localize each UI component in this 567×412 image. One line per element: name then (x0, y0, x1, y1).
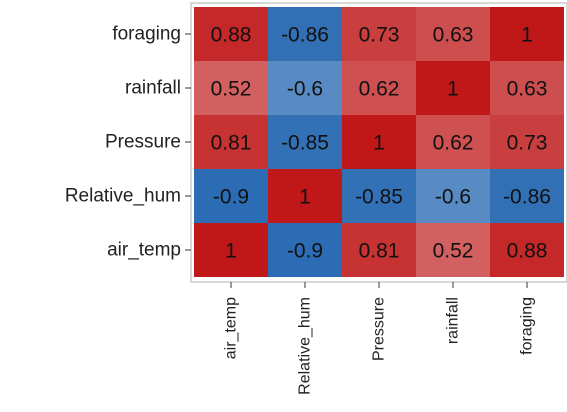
heatmap-cell (268, 61, 342, 115)
heatmap-cell (268, 169, 342, 223)
cell-value-label: 0.81 (211, 132, 252, 155)
heatmap-cell (342, 115, 416, 169)
cell-value-label: -0.6 (287, 78, 323, 101)
heatmap-cell (490, 223, 564, 277)
y-axis-tick-label: Relative_hum (65, 186, 181, 207)
heatmap-cell (268, 223, 342, 277)
heatmap-cell (416, 7, 490, 61)
heatmap-cell (490, 7, 564, 61)
x-axis-tick-label: rainfall (445, 297, 462, 344)
heatmap-cell (194, 61, 268, 115)
axis-layer: foraging rainfall Pressure Relative_hum air_… (65, 24, 536, 395)
heatmap-cell (342, 61, 416, 115)
heatmap-cell (194, 115, 268, 169)
cell-value-label: 0.88 (507, 240, 548, 263)
cell-value-label: 0.62 (433, 132, 474, 155)
cell-value-label: 0.62 (359, 78, 400, 101)
heatmap-cell (342, 223, 416, 277)
cell-value-label: 0.52 (433, 240, 474, 263)
cell-value-label: 1 (447, 78, 459, 101)
x-axis-tick-label: foraging (519, 297, 536, 355)
x-axis-tick-label: Relative_hum (297, 297, 314, 395)
cell-value-label: 1 (299, 186, 311, 209)
x-axis-tick-label: air_temp (223, 297, 240, 359)
heatmap-cell (490, 169, 564, 223)
cell-value-label: 1 (225, 240, 237, 263)
cells-layer: 0.88 -0.86 0.73 0.63 1 0.52 -0.6 0.62 1 0.63 0.81 -… (194, 7, 564, 277)
heatmap-cell (268, 7, 342, 61)
cell-value-label: -0.85 (355, 186, 403, 209)
heatmap-cell (416, 115, 490, 169)
y-axis-tick-label: rainfall (125, 78, 181, 99)
cell-value-label: -0.86 (281, 24, 329, 47)
y-axis-tick-label: Pressure (105, 132, 181, 153)
cell-value-label: 0.52 (211, 78, 252, 101)
heatmap-cell (490, 115, 564, 169)
x-axis-tick-label: Pressure (371, 297, 388, 361)
cell-value-label: 1 (373, 132, 385, 155)
cell-value-label: -0.85 (281, 132, 329, 155)
cell-value-label: 0.63 (507, 78, 548, 101)
heatmap-cell (416, 223, 490, 277)
cell-value-label: 0.81 (359, 240, 400, 263)
cell-value-label: 0.73 (507, 132, 548, 155)
cell-value-label: 0.88 (211, 24, 252, 47)
heatmap-cell (194, 223, 268, 277)
heatmap-cell (416, 169, 490, 223)
cell-value-label: -0.6 (435, 186, 471, 209)
cell-value-label: -0.9 (287, 240, 323, 263)
cell-value-label: 0.63 (433, 24, 474, 47)
y-axis-tick-label: air_temp (107, 240, 181, 261)
heatmap-cell (490, 61, 564, 115)
heatmap-cell (416, 61, 490, 115)
cell-value-label: 1 (521, 24, 533, 47)
cell-value-label: -0.86 (503, 186, 551, 209)
heatmap-cell (342, 7, 416, 61)
y-axis-tick-label: foraging (112, 24, 181, 45)
heatmap-cell (194, 7, 268, 61)
cell-value-label: -0.9 (213, 186, 249, 209)
heatmap-cell (342, 169, 416, 223)
heatmap-cell (194, 169, 268, 223)
heatmap-cell (268, 115, 342, 169)
cell-value-label: 0.73 (359, 24, 400, 47)
